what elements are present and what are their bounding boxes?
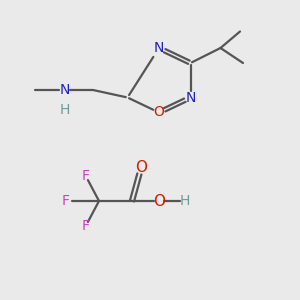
Text: F: F: [62, 194, 70, 208]
Text: H: H: [59, 103, 70, 117]
Text: H: H: [179, 194, 190, 208]
Text: F: F: [82, 169, 89, 182]
Text: O: O: [135, 160, 147, 175]
Text: N: N: [154, 41, 164, 55]
Text: F: F: [82, 220, 89, 233]
Text: N: N: [59, 83, 70, 97]
Text: O: O: [154, 106, 164, 119]
Text: N: N: [185, 91, 196, 104]
Text: O: O: [153, 194, 165, 208]
